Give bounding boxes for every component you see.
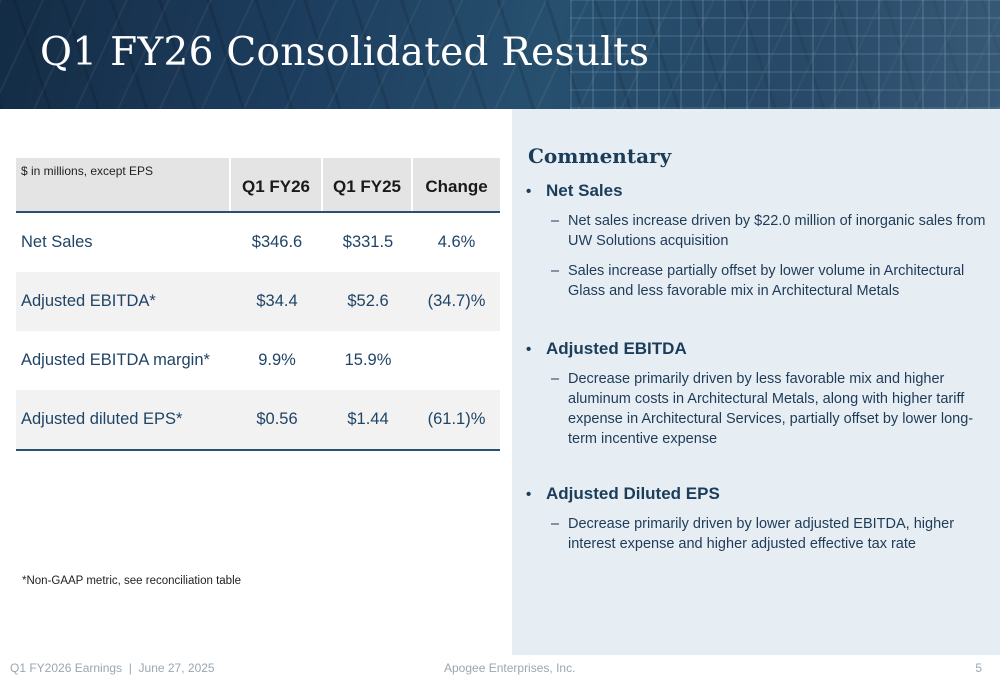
page-title: Q1 FY26 Consolidated Results: [40, 30, 650, 75]
dash-icon: –: [551, 371, 560, 387]
results-table: $ in millions, except EPS Q1 FY26 Q1 FY2…: [16, 158, 500, 451]
cell-q1fy26: $0.56: [256, 410, 298, 428]
dash-icon: –: [551, 516, 560, 532]
cell-q1fy25: $1.44: [347, 410, 389, 428]
section-heading: • Net Sales: [526, 181, 996, 201]
table-header-row: $ in millions, except EPS Q1 FY26 Q1 FY2…: [16, 158, 500, 213]
commentary-section-adjusted-ebitda: • Adjusted EBITDA – Decrease primarily d…: [526, 339, 996, 449]
commentary-point: – Decrease primarily driven by lower adj…: [526, 514, 996, 554]
dash-icon: –: [551, 263, 560, 279]
cell-q1fy26: $34.4: [256, 292, 298, 310]
page-number: 5: [975, 661, 982, 675]
cell-change: 4.6%: [437, 233, 476, 251]
header-background-image: [570, 0, 1000, 109]
cell-q1fy26: 9.9%: [258, 351, 296, 369]
commentary-point-text: Net sales increase driven by $22.0 milli…: [568, 213, 986, 249]
commentary-title: Commentary: [528, 144, 672, 168]
footnote: *Non-GAAP metric, see reconciliation tab…: [22, 575, 242, 587]
row-label: Adjusted diluted EPS*: [21, 410, 183, 428]
table-row-net-sales: Net Sales $346.6 $331.5 4.6%: [16, 213, 500, 272]
row-label: Adjusted EBITDA margin*: [21, 351, 210, 369]
cell-change: (34.7)%: [427, 292, 486, 310]
section-heading: • Adjusted EBITDA: [526, 339, 996, 359]
table-row-adjusted-diluted-eps: Adjusted diluted EPS* $0.56 $1.44 (61.1)…: [16, 390, 500, 449]
bullet-icon: •: [526, 340, 532, 358]
section-heading: • Adjusted Diluted EPS: [526, 484, 996, 504]
bullet-icon: •: [526, 485, 532, 503]
cell-q1fy26: $346.6: [251, 233, 303, 251]
table-row-adjusted-ebitda: Adjusted EBITDA* $34.4 $52.6 (34.7)%: [16, 272, 500, 331]
dash-icon: –: [551, 213, 560, 229]
footer-event-date: Q1 FY2026 Earnings | June 27, 2025: [10, 661, 215, 675]
column-header-change: Change: [413, 158, 500, 211]
commentary-panel: Commentary • Net Sales – Net sales incre…: [512, 109, 1000, 655]
footer-company: Apogee Enterprises, Inc.: [444, 661, 576, 675]
cell-q1fy25: $52.6: [347, 292, 389, 310]
cell-q1fy25: 15.9%: [344, 351, 392, 369]
commentary-point-text: Decrease primarily driven by less favora…: [568, 371, 974, 447]
commentary-section-net-sales: • Net Sales – Net sales increase driven …: [526, 181, 996, 301]
column-header-q1fy25: Q1 FY25: [323, 158, 411, 211]
commentary-section-adjusted-diluted-eps: • Adjusted Diluted EPS – Decrease primar…: [526, 484, 996, 554]
section-heading-text: Adjusted EBITDA: [546, 339, 687, 358]
row-label: Adjusted EBITDA*: [21, 292, 156, 310]
table-row-adjusted-ebitda-margin: Adjusted EBITDA margin* 9.9% 15.9%: [16, 331, 500, 390]
header-banner: Q1 FY26 Consolidated Results: [0, 0, 1000, 109]
commentary-point-text: Sales increase partially offset by lower…: [568, 263, 965, 299]
bullet-icon: •: [526, 182, 532, 200]
section-heading-text: Net Sales: [546, 181, 623, 200]
table-bottom-rule: [16, 449, 500, 451]
commentary-point: – Net sales increase driven by $22.0 mil…: [526, 211, 996, 251]
commentary-point: – Sales increase partially offset by low…: [526, 261, 996, 301]
commentary-point: – Decrease primarily driven by less favo…: [526, 369, 996, 449]
section-heading-text: Adjusted Diluted EPS: [546, 484, 720, 503]
commentary-point-text: Decrease primarily driven by lower adjus…: [568, 516, 955, 552]
cell-change: (61.1)%: [427, 410, 486, 428]
column-header-q1fy26: Q1 FY26: [231, 158, 321, 211]
cell-q1fy25: $331.5: [342, 233, 394, 251]
table-caption: $ in millions, except EPS: [16, 158, 229, 211]
footer: Q1 FY2026 Earnings | June 27, 2025 Apoge…: [0, 659, 1000, 679]
row-label: Net Sales: [21, 233, 93, 251]
